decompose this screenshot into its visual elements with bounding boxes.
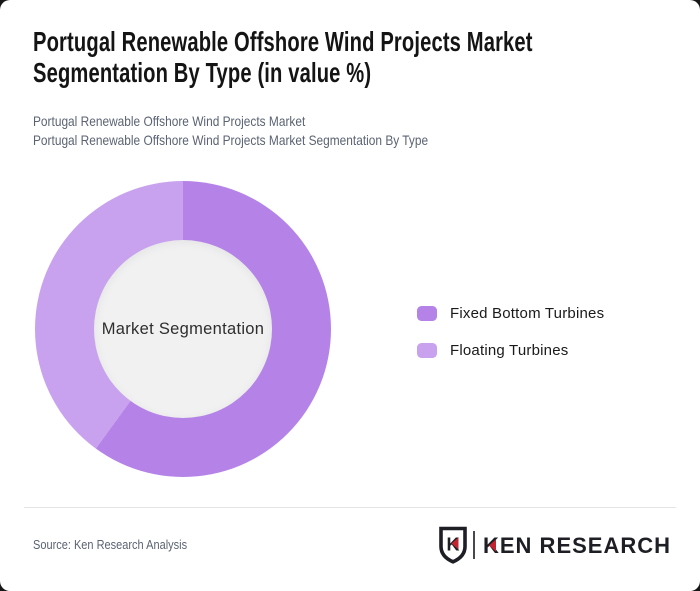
legend-swatch-floating-turbines xyxy=(417,343,437,358)
footer: Source: Ken Research Analysis K KEN RESE… xyxy=(33,521,670,569)
donut-center: Market Segmentation xyxy=(94,240,272,418)
footer-divider xyxy=(24,507,676,508)
subtitle-line-1: Portugal Renewable Offshore Wind Project… xyxy=(33,113,306,129)
logo-wordmark: KEN RESEARCH xyxy=(483,533,670,558)
subtitle-block: Portugal Renewable Offshore Wind Project… xyxy=(33,112,577,150)
donut-center-label: Market Segmentation xyxy=(101,319,265,338)
shield-k-icon: K xyxy=(439,526,467,564)
ken-research-logo: K KEN RESEARCH xyxy=(438,526,670,564)
donut-chart: Market Segmentation xyxy=(35,181,331,477)
page-title: Portugal Renewable Offshore Wind Project… xyxy=(33,26,533,88)
legend-label: Floating Turbines xyxy=(450,342,569,359)
logo-divider xyxy=(473,531,475,559)
subtitle-line-2: Portugal Renewable Offshore Wind Project… xyxy=(33,132,429,148)
legend-label: Fixed Bottom Turbines xyxy=(450,305,605,322)
ken-research-logo-graphic: K KEN RESEARCH xyxy=(439,526,670,564)
legend-item-floating-turbines: Floating Turbines xyxy=(417,340,604,361)
legend-swatch-fixed-bottom-turbines xyxy=(417,306,437,321)
legend-item-fixed-bottom-turbines: Fixed Bottom Turbines xyxy=(417,303,604,324)
source-text: Source: Ken Research Analysis xyxy=(33,538,188,552)
chart-legend: Fixed Bottom Turbines Floating Turbines xyxy=(417,303,604,361)
svg-text:KEN RESEARCH: KEN RESEARCH xyxy=(483,533,670,558)
